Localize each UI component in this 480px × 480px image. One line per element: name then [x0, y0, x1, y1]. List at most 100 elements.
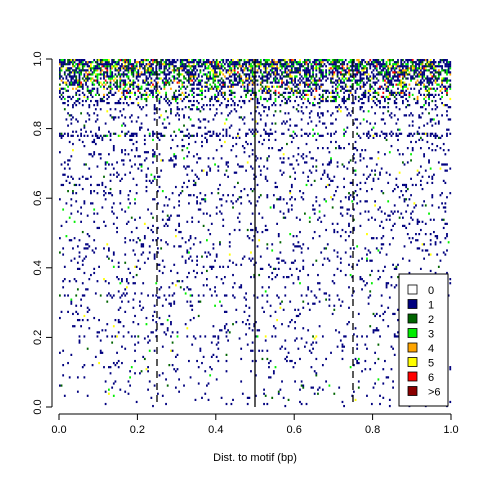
heatmap-cell: [264, 132, 267, 135]
heatmap-cell: [65, 67, 68, 70]
heatmap-cell: [99, 153, 102, 156]
heatmap-cell: [214, 79, 216, 82]
heatmap-cell: [125, 222, 128, 225]
heatmap-cell: [217, 75, 220, 78]
heatmap-cell: [423, 200, 426, 203]
heatmap-cell: [108, 91, 110, 94]
heatmap-cell: [299, 67, 301, 70]
heatmap-cell: [238, 220, 241, 223]
heatmap-cell: [256, 97, 259, 101]
heatmap-cell: [305, 93, 308, 96]
heatmap-cell: [410, 75, 412, 78]
heatmap-cell: [132, 81, 135, 84]
heatmap-cell: [165, 378, 167, 381]
heatmap-cell: [299, 65, 301, 68]
heatmap-cell: [238, 63, 241, 66]
heatmap-cell: [68, 75, 71, 78]
heatmap-cell: [189, 300, 192, 303]
heatmap-cell: [333, 81, 336, 84]
heatmap-cell: [308, 101, 311, 105]
heatmap-cell: [147, 83, 149, 86]
heatmap-cell: [323, 198, 326, 201]
heatmap-cell: [423, 124, 426, 127]
heatmap-cell: [444, 79, 447, 82]
heatmap-cell: [268, 87, 270, 90]
heatmap-cell: [282, 75, 285, 78]
heatmap-cell: [356, 132, 359, 135]
heatmap-cell: [353, 157, 355, 160]
heatmap-cell: [269, 69, 272, 72]
heatmap-cell: [181, 65, 184, 68]
heatmap-cell: [428, 79, 430, 82]
heatmap-cell: [237, 63, 239, 66]
heatmap-cell: [400, 81, 403, 84]
heatmap-cell: [287, 275, 290, 279]
heatmap-cell: [294, 361, 296, 365]
heatmap-cell: [168, 286, 171, 289]
heatmap-cell: [212, 132, 215, 135]
heatmap-cell: [250, 165, 252, 168]
heatmap-cell: [116, 216, 118, 219]
heatmap-cell: [233, 228, 236, 232]
heatmap-cell: [426, 122, 429, 125]
heatmap-cell: [351, 85, 354, 88]
heatmap-cell: [375, 163, 378, 166]
heatmap-cell: [139, 267, 141, 270]
heatmap-cell: [318, 97, 321, 101]
heatmap-cell: [215, 108, 218, 111]
heatmap-cell: [374, 351, 377, 354]
heatmap-cell: [127, 267, 130, 270]
heatmap-cell: [317, 282, 319, 285]
heatmap-cell: [178, 222, 181, 225]
heatmap-cell: [297, 61, 300, 64]
heatmap-cell: [357, 380, 360, 383]
heatmap-cell: [344, 196, 347, 199]
heatmap-cell: [315, 200, 318, 203]
heatmap-cell: [153, 71, 156, 74]
heatmap-cell: [63, 278, 66, 281]
heatmap-cell: [335, 140, 337, 144]
heatmap-cell: [88, 73, 91, 76]
heatmap-cell: [189, 99, 192, 103]
heatmap-cell: [60, 310, 63, 313]
heatmap-cell: [256, 230, 259, 234]
heatmap-cell: [209, 87, 212, 90]
heatmap-cell: [385, 171, 388, 174]
heatmap-cell: [395, 79, 398, 82]
heatmap-cell: [101, 83, 104, 86]
heatmap-cell: [330, 179, 332, 182]
heatmap-cell: [418, 75, 421, 78]
heatmap-cell: [194, 65, 197, 68]
heatmap-cell: [157, 251, 159, 254]
heatmap-cell: [163, 71, 166, 74]
heatmap-cell: [83, 376, 86, 379]
heatmap-cell: [339, 235, 342, 238]
heatmap-cell: [361, 73, 363, 76]
heatmap-cell: [397, 138, 399, 142]
heatmap-cell: [379, 63, 381, 66]
heatmap-cell: [339, 212, 342, 215]
heatmap-cell: [179, 79, 182, 82]
heatmap-cell: [119, 73, 122, 76]
heatmap-cell: [418, 65, 421, 68]
heatmap-cell: [183, 85, 185, 88]
heatmap-cell: [387, 81, 390, 84]
heatmap-cell: [374, 132, 377, 135]
heatmap-cell: [152, 61, 154, 64]
heatmap-cell: [416, 95, 419, 99]
heatmap-cell: [353, 69, 355, 72]
heatmap-cell: [81, 85, 84, 88]
heatmap-cell: [222, 224, 225, 228]
heatmap-cell: [85, 75, 87, 78]
heatmap-cell: [279, 196, 282, 199]
heatmap-cell: [380, 294, 383, 297]
heatmap-cell: [214, 85, 216, 88]
heatmap-cell: [246, 77, 249, 80]
heatmap-cell: [299, 269, 301, 273]
heatmap-cell: [163, 67, 166, 70]
heatmap-cell: [294, 77, 296, 80]
heatmap-cell: [431, 149, 434, 152]
heatmap-cell: [256, 63, 259, 66]
heatmap-cell: [282, 216, 285, 219]
heatmap-cell: [416, 67, 419, 70]
